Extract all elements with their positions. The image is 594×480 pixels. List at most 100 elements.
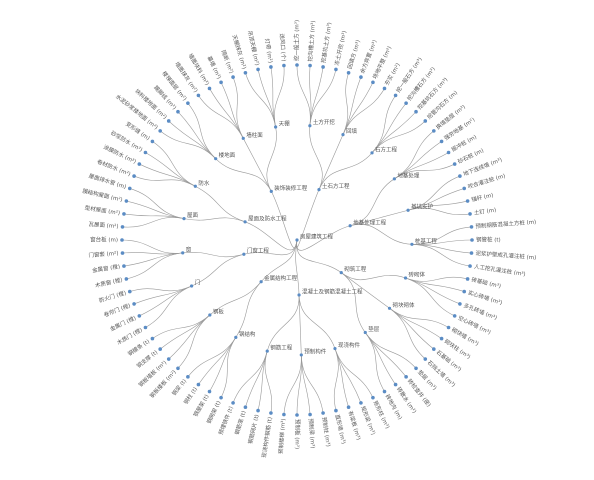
node [124, 277, 129, 281]
node [295, 413, 299, 417]
leaf-label: 预制柱 (m³) [320, 416, 332, 447]
node [186, 375, 190, 379]
link [341, 272, 366, 333]
node [182, 217, 186, 221]
node [282, 63, 286, 68]
link [389, 308, 435, 350]
link [191, 253, 244, 287]
link [408, 188, 465, 211]
node [370, 151, 374, 155]
branch-label: 钢结构 [239, 330, 256, 338]
link [145, 285, 192, 328]
node [243, 70, 248, 75]
link [411, 244, 472, 254]
node [339, 271, 343, 275]
leaf-label: 隔断 (m²) [219, 49, 235, 75]
leaf-label: 木质窗 (樘) [94, 275, 123, 289]
node [371, 80, 375, 85]
node [333, 346, 337, 351]
node [269, 189, 273, 193]
node [308, 63, 312, 68]
link [264, 351, 273, 414]
node [122, 264, 126, 268]
link [389, 308, 442, 339]
node [181, 251, 185, 255]
node [256, 408, 260, 413]
node [137, 162, 142, 166]
node [241, 136, 245, 140]
link [341, 272, 406, 281]
leaf-label: 夯实 (m²) [383, 61, 402, 86]
node [120, 225, 125, 229]
leaf-label: 金属窗 (樘) [92, 262, 121, 274]
node [189, 284, 194, 288]
link [266, 126, 277, 192]
node [432, 129, 436, 133]
node [207, 86, 212, 91]
root-label: 房屋建筑工程 [300, 233, 334, 241]
branch-label: 钢筋工程 [270, 344, 293, 352]
link [122, 217, 185, 228]
leaf-label: 有梁板 (m³) [346, 410, 363, 441]
node [259, 280, 263, 284]
link [209, 281, 262, 316]
link [232, 351, 268, 404]
leaf-label: 现浇构件钢筋 (t) [260, 416, 274, 458]
node [452, 162, 457, 166]
node [469, 251, 474, 255]
branch-label: 土方开挖 [313, 118, 336, 126]
link [123, 213, 185, 219]
node [196, 93, 201, 98]
link [411, 239, 473, 245]
link [257, 351, 268, 411]
link [334, 348, 374, 398]
node [127, 186, 132, 191]
link [139, 285, 192, 317]
link [168, 120, 216, 159]
leaf-label: 灯带 (m²) [263, 38, 275, 64]
node [308, 124, 312, 128]
node [120, 238, 124, 242]
branch-label: 土石方工程 [322, 182, 350, 190]
branch-label: 石方工程 [375, 145, 398, 153]
leaf-label: 防火门 (樘) [98, 288, 127, 304]
leaf-label: 直形墙 (m³) [333, 414, 347, 445]
link [309, 66, 324, 126]
branch-label: 砖砌体 [409, 270, 426, 278]
link [266, 294, 300, 352]
link [405, 277, 455, 317]
branch-label: 砌筑工程 [344, 265, 367, 273]
branch-label: 垫层 [368, 325, 380, 333]
node [393, 382, 398, 387]
link [195, 185, 246, 223]
node [334, 408, 338, 413]
node [470, 238, 474, 242]
link [145, 152, 196, 187]
leaf-label: 幕墙 (m²) [206, 55, 224, 81]
branch-label: 窗 [186, 245, 192, 253]
node [404, 375, 408, 379]
node [334, 67, 338, 72]
link [309, 65, 312, 126]
link [333, 348, 339, 411]
link [298, 294, 336, 349]
leaf-label: 天棚抹灰 (m²) [230, 34, 248, 70]
node [124, 199, 129, 203]
leaf-label: 膜结构屋面 (m²) [82, 187, 124, 204]
node [404, 101, 408, 105]
link [187, 102, 216, 159]
branch-label: 现浇构件 [338, 341, 361, 349]
link [389, 308, 449, 328]
node [158, 347, 162, 351]
leaf-label: 钢网架 (t) [205, 399, 223, 425]
node [234, 335, 238, 339]
node [193, 184, 197, 188]
node [387, 306, 392, 310]
link [389, 308, 426, 360]
node [299, 353, 303, 357]
leaf-label: 卷帘门 (樘) [103, 301, 132, 319]
link [318, 152, 373, 190]
link [257, 69, 276, 128]
link [295, 239, 300, 295]
node [219, 80, 223, 85]
